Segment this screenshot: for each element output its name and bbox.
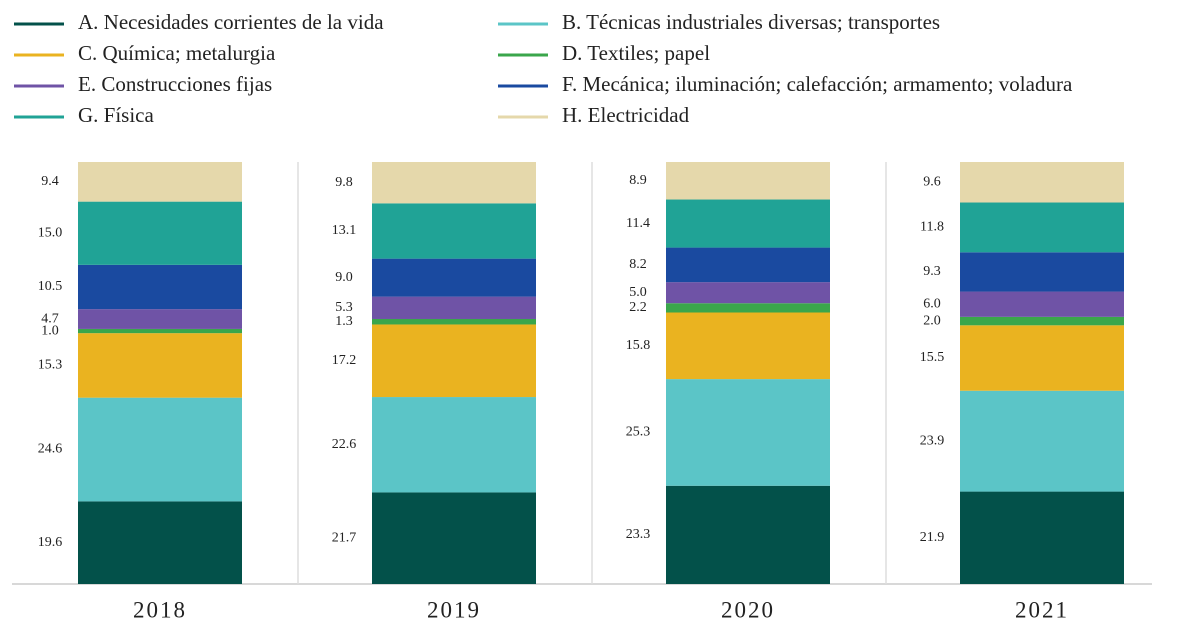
value-label: 23.3 (626, 527, 651, 542)
value-label: 2.2 (629, 300, 647, 315)
legend-label: F. Mecánica; iluminación; calefacción; a… (562, 72, 1073, 96)
bar-segment (960, 162, 1124, 203)
bar-segment (666, 312, 830, 380)
value-label: 2.0 (923, 313, 941, 328)
value-label: 5.3 (335, 300, 353, 315)
bar-segment (666, 282, 830, 304)
value-label: 17.2 (332, 353, 357, 368)
legend-label: A. Necesidades corrientes de la vida (78, 10, 384, 34)
value-label: 15.5 (920, 350, 945, 365)
bar-segment (372, 296, 536, 319)
bar-segment (666, 303, 830, 313)
bar-segment (78, 162, 242, 202)
value-label: 1.0 (41, 323, 59, 338)
value-label: 21.9 (920, 530, 945, 545)
value-label: 15.3 (38, 358, 63, 373)
bar-segment (372, 203, 536, 259)
value-label: 24.6 (38, 442, 63, 457)
value-label: 25.3 (626, 425, 651, 440)
value-label: 9.8 (335, 175, 353, 190)
bar-segment (372, 258, 536, 297)
value-label: 6.0 (923, 296, 941, 311)
bar-segment (666, 162, 830, 200)
x-tick-label: 2020 (721, 597, 775, 622)
value-label: 11.8 (920, 220, 944, 235)
value-label: 10.5 (38, 279, 63, 294)
bar-segment (960, 491, 1124, 584)
bar-segment (78, 397, 242, 502)
bar-segment (666, 485, 830, 584)
value-label: 5.0 (629, 285, 647, 300)
bar-segment (372, 162, 536, 204)
legend-label: E. Construcciones fijas (78, 72, 272, 96)
value-label: 9.3 (923, 264, 941, 279)
value-label: 4.7 (41, 311, 59, 326)
bar-segment (372, 397, 536, 493)
bar-segment (78, 201, 242, 265)
bar-segment (372, 324, 536, 398)
value-label: 15.0 (38, 225, 63, 240)
bar-segment (372, 318, 536, 325)
bar-segment (960, 202, 1124, 253)
bar-segment (960, 325, 1124, 391)
x-tick-label: 2021 (1015, 597, 1069, 622)
bar-segment (78, 328, 242, 334)
bar-segment (78, 501, 242, 584)
bar-segment (960, 291, 1124, 317)
value-label: 15.8 (626, 338, 651, 353)
legend-label: B. Técnicas industriales diversas; trans… (562, 10, 940, 34)
bar-segment (960, 390, 1124, 492)
legend-label: G. Física (78, 103, 155, 127)
value-label: 19.6 (38, 535, 63, 550)
value-label: 11.4 (626, 216, 650, 231)
value-label: 8.9 (629, 173, 647, 188)
x-tick-label: 2018 (133, 597, 187, 622)
bar-segment (78, 264, 242, 310)
value-label: 8.2 (629, 257, 647, 272)
value-label: 21.7 (332, 530, 357, 545)
value-label: 9.4 (41, 174, 59, 189)
value-label: 22.6 (332, 437, 357, 452)
bar-segment (78, 333, 242, 398)
value-label: 9.6 (923, 174, 941, 189)
bar-segment (666, 199, 830, 248)
value-label: 23.9 (920, 433, 945, 448)
bar-segment (666, 247, 830, 283)
bar-segment (960, 252, 1124, 292)
bar-segment (372, 492, 536, 584)
bar-segment (78, 309, 242, 329)
x-tick-label: 2019 (427, 597, 481, 622)
bar-segment (666, 379, 830, 486)
value-label: 9.0 (335, 270, 353, 285)
legend-label: D. Textiles; papel (562, 41, 710, 65)
legend-label: H. Electricidad (562, 103, 690, 127)
bar-segment (960, 316, 1124, 326)
value-label: 13.1 (332, 223, 357, 238)
legend-label: C. Química; metalurgia (78, 41, 276, 65)
value-label: 1.3 (335, 314, 353, 329)
